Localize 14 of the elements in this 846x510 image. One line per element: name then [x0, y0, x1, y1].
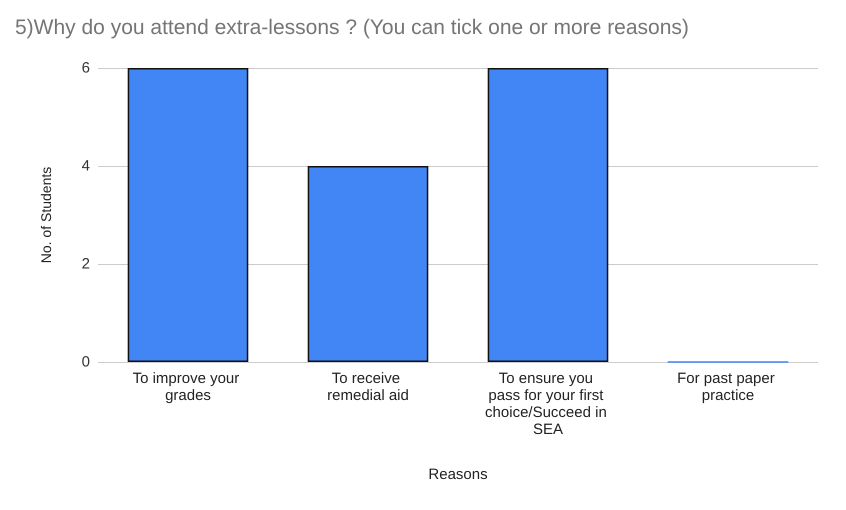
- x-tick-label: To receive remedial aid: [327, 370, 409, 404]
- x-axis-title: Reasons: [428, 466, 488, 483]
- y-tick-label: 2: [82, 256, 90, 272]
- y-tick-label: 0: [82, 354, 90, 370]
- bar: [308, 166, 428, 362]
- bar: [488, 68, 608, 362]
- bar: [128, 68, 248, 362]
- y-tick-label: 4: [82, 158, 90, 174]
- x-tick-label: To ensure you pass for your first choice/Succeed in SEA: [485, 370, 611, 438]
- chart-title: 5)Why do you attend extra-lessons ? (You can tick one or more reasons): [15, 16, 689, 39]
- x-tick-label: To improve your grades: [132, 370, 244, 404]
- y-axis-title: No. of Students: [38, 166, 54, 264]
- x-tick-label: For past paper practice: [677, 370, 779, 404]
- y-tick-label: 6: [82, 60, 90, 76]
